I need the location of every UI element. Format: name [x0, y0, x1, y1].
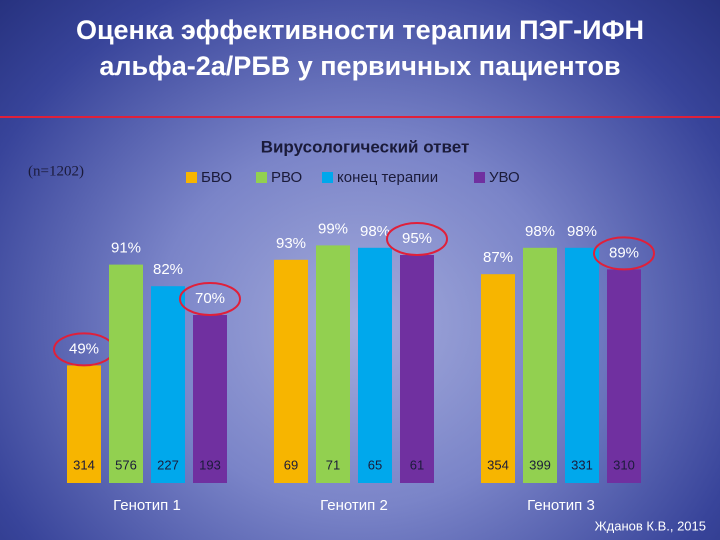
highlight-circle	[593, 236, 655, 271]
count-label: 354	[487, 457, 509, 472]
count-label: 69	[284, 457, 298, 472]
value-label: 87%	[483, 249, 513, 266]
value-label: 98%	[525, 223, 555, 240]
source: Жданов К.В., 2015	[595, 518, 706, 533]
chart-title: Вирусологический ответ	[261, 137, 470, 156]
slide-title: Оценка эффективности терапии ПЭГ-ИФН аль…	[75, 15, 645, 81]
count-label: 227	[157, 457, 179, 472]
legend-label: конец терапии	[337, 169, 438, 186]
value-label: 82%	[153, 261, 183, 278]
count-label: 399	[529, 457, 551, 472]
bar	[316, 245, 350, 483]
bar	[523, 247, 557, 483]
value-label: 91%	[111, 240, 141, 257]
value-label: 98%	[567, 223, 597, 240]
count-label: 71	[326, 457, 340, 472]
value-label: 70%	[195, 290, 225, 307]
bar	[358, 247, 392, 483]
legend-label: БВО	[201, 169, 232, 186]
bar	[565, 247, 599, 483]
legend-swatch	[474, 172, 485, 183]
legend-swatch	[256, 172, 267, 183]
bar	[607, 269, 641, 483]
count-label: 310	[613, 457, 635, 472]
bar	[109, 264, 143, 483]
count-label: 193	[199, 457, 221, 472]
legend-swatch	[186, 172, 197, 183]
bar	[274, 259, 308, 483]
bar	[67, 365, 101, 483]
legend-swatch	[322, 172, 333, 183]
count-label: 65	[368, 457, 382, 472]
chart-subtitle: (n=1202)	[28, 163, 84, 179]
highlight-circle	[386, 222, 448, 256]
bar	[481, 274, 515, 483]
count-label: 61	[410, 457, 424, 472]
x-tick-label: Генотип 2	[320, 497, 388, 514]
count-label: 314	[73, 457, 95, 472]
legend-label: РВО	[271, 169, 302, 186]
title-rule	[0, 116, 720, 118]
x-tick-label: Генотип 1	[113, 497, 181, 514]
bar	[400, 255, 434, 483]
x-tick-label: Генотип 3	[527, 497, 595, 514]
value-label: 89%	[609, 244, 639, 261]
value-label: 49%	[69, 340, 99, 357]
bar	[193, 315, 227, 483]
value-label: 95%	[402, 230, 432, 247]
legend-label: УВО	[489, 169, 520, 186]
count-label: 331	[571, 457, 593, 472]
highlight-circle	[179, 282, 241, 316]
value-label: 98%	[360, 223, 390, 240]
count-label: 576	[115, 457, 137, 472]
bar	[151, 286, 185, 483]
value-label: 93%	[276, 235, 306, 252]
value-label: 99%	[318, 220, 348, 237]
